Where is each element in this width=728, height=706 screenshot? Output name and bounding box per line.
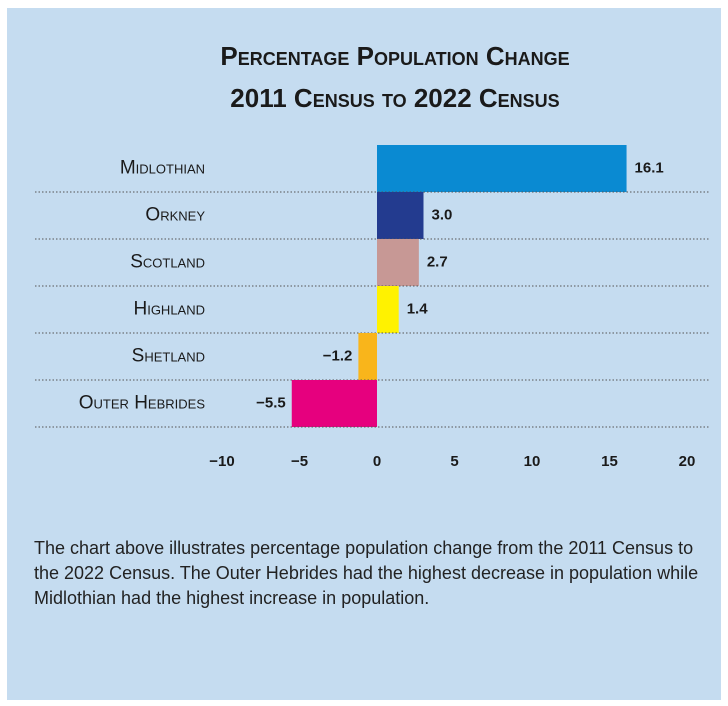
x-tick-label: −10 — [209, 453, 234, 470]
value-label: 16.1 — [635, 159, 664, 176]
value-label: 1.4 — [407, 300, 429, 317]
x-tick-label: 5 — [450, 453, 458, 470]
value-label: 2.7 — [427, 253, 448, 270]
bar — [377, 145, 627, 192]
x-tick-label: −5 — [291, 453, 308, 470]
chart-title: Percentage Population Change — [220, 41, 569, 71]
value-label: −5.5 — [256, 394, 286, 411]
x-tick-label: 0 — [373, 453, 381, 470]
bar — [358, 333, 377, 380]
value-label: −1.2 — [323, 347, 353, 364]
x-tick-label: 20 — [679, 453, 696, 470]
bar — [291, 380, 377, 427]
bar — [377, 239, 419, 286]
x-tick-label: 10 — [524, 453, 541, 470]
bar — [377, 286, 399, 333]
category-label: Midlothian — [120, 158, 205, 179]
category-label: Scotland — [130, 252, 205, 273]
category-label: Highland — [133, 299, 205, 320]
chart-title: 2011 Census to 2022 Census — [230, 83, 559, 113]
value-label: 3.0 — [432, 206, 453, 223]
caption: The chart above illustrates percentage p… — [34, 538, 699, 608]
x-tick-label: 15 — [601, 453, 618, 470]
category-label: Outer Hebrides — [79, 393, 206, 414]
category-label: Orkney — [145, 205, 205, 226]
bar — [377, 192, 424, 239]
category-label: Shetland — [132, 346, 205, 367]
